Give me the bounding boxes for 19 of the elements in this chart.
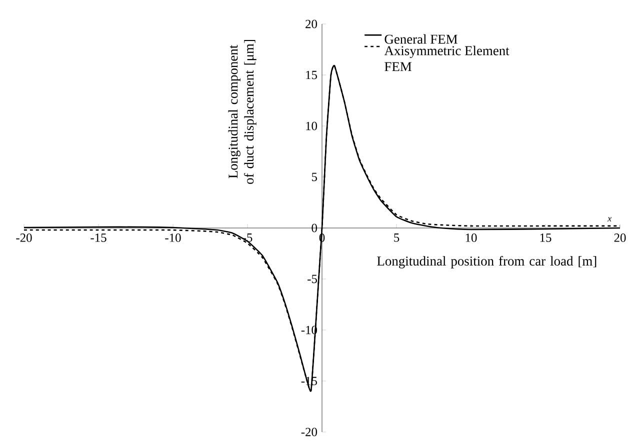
x-tick-label: -20 bbox=[16, 234, 32, 242]
y-tick-label: 0 bbox=[312, 224, 318, 232]
annotation: x bbox=[607, 217, 612, 222]
y-tick-label: -20 bbox=[301, 428, 318, 436]
x-axis-title: Longitudinal position from car load [m] bbox=[377, 256, 596, 268]
x-tick-label: -10 bbox=[165, 234, 181, 242]
x-tick-label: -15 bbox=[90, 234, 106, 242]
legend-label: General FEM bbox=[384, 34, 458, 44]
x-tick-label: 15 bbox=[540, 234, 552, 242]
x-tick-label: 10 bbox=[466, 234, 477, 242]
y-tick-label: 15 bbox=[306, 70, 317, 80]
y-tick-label: 10 bbox=[306, 122, 318, 130]
y-axis-title: Longitudinal component of duct displacement [μm] bbox=[228, 40, 256, 184]
x-tick-label: 5 bbox=[394, 234, 400, 242]
x-tick-label: 20 bbox=[614, 234, 626, 242]
y-tick-label: 20 bbox=[306, 20, 318, 28]
y-tick-label: -5 bbox=[308, 274, 317, 284]
y-tick-label: 5 bbox=[312, 172, 317, 182]
legend-label: Axisymmetric Element FEM bbox=[384, 46, 510, 72]
